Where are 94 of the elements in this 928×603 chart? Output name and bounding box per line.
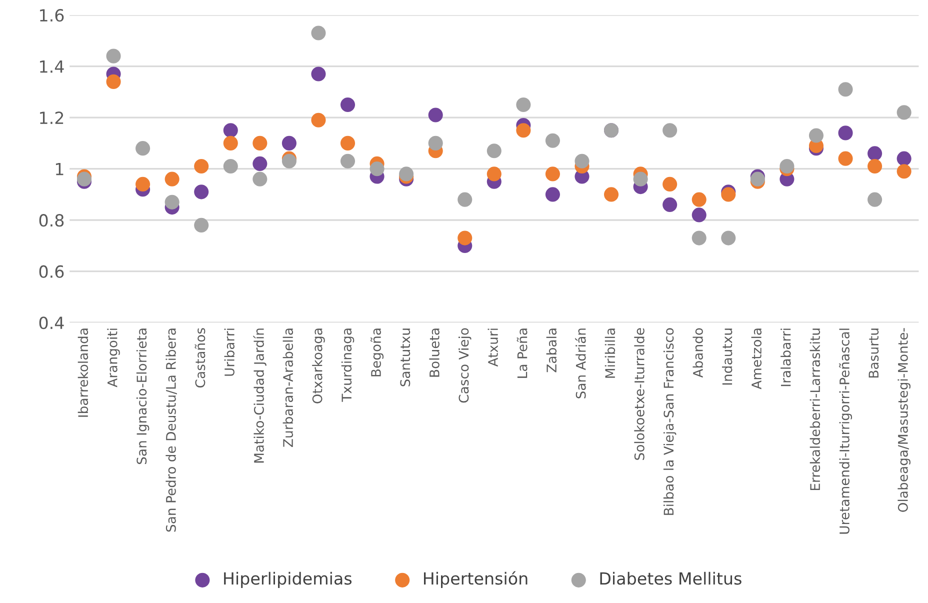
- point: [545, 166, 560, 182]
- point: [106, 74, 121, 89]
- point: [136, 176, 150, 192]
- x-tick-label: Santutxu: [400, 328, 410, 386]
- point: [340, 136, 356, 150]
- point: [692, 230, 706, 246]
- x-tick-label: Begoña: [370, 328, 384, 376]
- point: [428, 136, 443, 150]
- point: [692, 208, 706, 222]
- point: [780, 158, 794, 174]
- point: [516, 123, 531, 138]
- legend-label: Diabetes Mellitus: [600, 572, 742, 585]
- point: [194, 184, 209, 200]
- x-tick-label: Basurtu: [868, 328, 879, 378]
- point: [223, 123, 238, 138]
- x-tick-label: La Peña: [516, 328, 528, 378]
- x-tick-label: Zabala: [546, 328, 557, 372]
- point: [838, 126, 853, 140]
- x-tick-label: Olabeaga/Masustegi-Monte-: [898, 328, 910, 512]
- point: [868, 146, 882, 161]
- point: [223, 158, 238, 174]
- x-tick-label: Atxuri: [488, 328, 498, 367]
- x-tick-label: Indautxu: [722, 328, 732, 385]
- x-tick-label: San Adrián: [575, 328, 586, 398]
- point: [311, 66, 326, 82]
- point: [486, 166, 502, 182]
- point: [662, 123, 678, 138]
- point: [896, 164, 912, 179]
- x-tick-label: Uribarri: [224, 328, 234, 376]
- x-tick-label: Bolueta: [429, 328, 440, 377]
- point: [868, 192, 882, 207]
- point: [574, 154, 590, 168]
- x-tick-label: Abando: [692, 328, 703, 378]
- point: [896, 105, 912, 120]
- x-tick-label: Iralabarri: [780, 328, 791, 386]
- x-tick-label: Matiko-Ciudad Jardín: [253, 328, 266, 463]
- point: [164, 194, 180, 210]
- point: [194, 218, 209, 233]
- y-tick-label: 0.6: [39, 265, 64, 278]
- point: [194, 158, 209, 174]
- point: [311, 112, 326, 128]
- point: [223, 136, 238, 150]
- point: [838, 151, 853, 166]
- x-tick-label: Castaños: [194, 328, 206, 388]
- point: [662, 197, 678, 212]
- x-tick-label: Casco Viejo: [458, 328, 472, 403]
- point: [868, 158, 882, 174]
- x-tick-label: Solokoetxe-Iturralde: [634, 328, 644, 460]
- point: [662, 176, 678, 192]
- point: [604, 187, 619, 202]
- point: [340, 154, 356, 168]
- point: [370, 162, 384, 176]
- point: [516, 97, 531, 112]
- x-tick-label: Txurdinaga: [341, 328, 354, 402]
- point: [721, 230, 736, 246]
- x-tick-label: San Pedro de Deustu/La Ribera: [166, 328, 177, 532]
- x-tick-label: Bilbao la Vieja-San Francisco: [663, 328, 676, 515]
- point: [545, 133, 560, 148]
- point: [692, 192, 706, 207]
- point: [106, 48, 121, 64]
- point: [458, 230, 472, 246]
- x-tick-label: Miribilla: [604, 328, 616, 378]
- point: [896, 151, 912, 166]
- y-tick-label: 0.8: [39, 214, 64, 227]
- point: [838, 82, 853, 97]
- y-tick-label: 0.4: [39, 316, 64, 330]
- point: [428, 108, 443, 122]
- x-tick-label: San Ignacio-Elorrieta: [136, 328, 150, 464]
- x-tick-label: Otxarkoaga: [312, 328, 325, 404]
- point: [164, 172, 180, 186]
- point: [633, 172, 648, 186]
- point: [252, 136, 268, 150]
- y-tick-label: 1.4: [40, 60, 64, 73]
- x-tick-label: Zurbaran-Arabella: [282, 328, 294, 447]
- y-tick-label: 1.2: [40, 112, 64, 124]
- point: [808, 128, 824, 143]
- point: [136, 141, 150, 156]
- point: [486, 144, 502, 158]
- x-tick-label: Ibarrekolanda: [78, 328, 88, 417]
- point: [282, 136, 296, 150]
- point: [252, 156, 268, 171]
- point: [252, 172, 268, 186]
- y-tick-label: 1: [56, 163, 64, 176]
- x-tick-label: Uretamendi-Iturrigorri-Peñascal: [839, 328, 852, 534]
- point: [311, 26, 326, 40]
- x-tick-label: Arangoiti: [107, 328, 120, 388]
- x-tick-label: Errekaldeberri-Larraskitu: [810, 328, 820, 490]
- y-tick-label: 1.6: [40, 9, 64, 22]
- point: [340, 97, 356, 112]
- legend-label: Hiperlipidemias: [224, 572, 352, 588]
- point: [545, 187, 560, 202]
- x-tick-label: Ametzola: [751, 328, 762, 390]
- point: [458, 192, 472, 207]
- legend-label: Hipertensión: [424, 571, 528, 588]
